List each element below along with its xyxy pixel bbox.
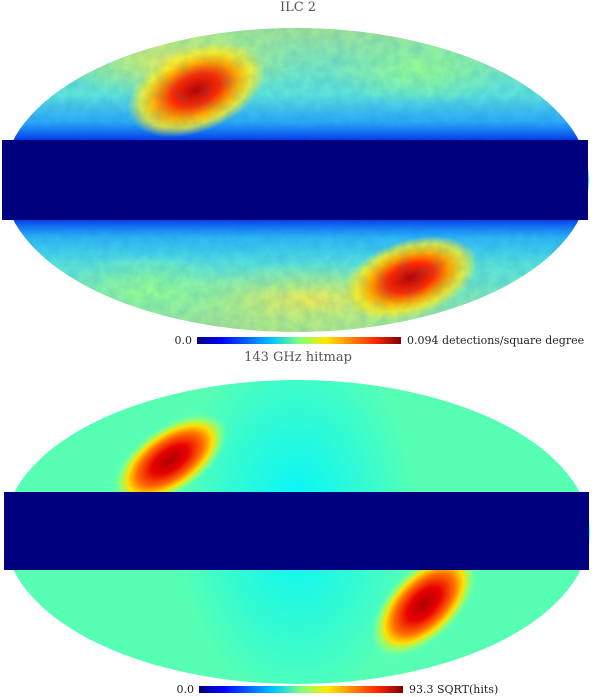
map1-colorbar-min: 0.0 xyxy=(175,334,193,347)
map2-colorbar-min: 0.0 xyxy=(177,683,195,696)
map1-colorbar-max-line: 0.094 detections/square degree xyxy=(407,334,584,347)
map2-hotspot-north xyxy=(110,412,230,508)
map1-colorbar xyxy=(197,337,401,344)
map2-colorbar-max: 93.3 xyxy=(409,683,434,696)
map2-hotspot-south xyxy=(369,549,479,659)
map2-title: 143 GHz hitmap xyxy=(244,350,352,365)
map1-colorbar-max: 0.094 xyxy=(407,334,439,347)
map2-colorbar-unit: SQRT(hits) xyxy=(437,683,498,696)
map2-colorbar-max-line: 93.3 SQRT(hits) xyxy=(409,683,498,696)
map1-colorbar-unit: detections/square degree xyxy=(442,334,584,347)
map1-title: ILC 2 xyxy=(280,0,316,15)
map2-galactic-mask xyxy=(4,492,589,570)
map1-galactic-mask xyxy=(2,140,588,220)
map2-colorbar xyxy=(199,686,403,693)
